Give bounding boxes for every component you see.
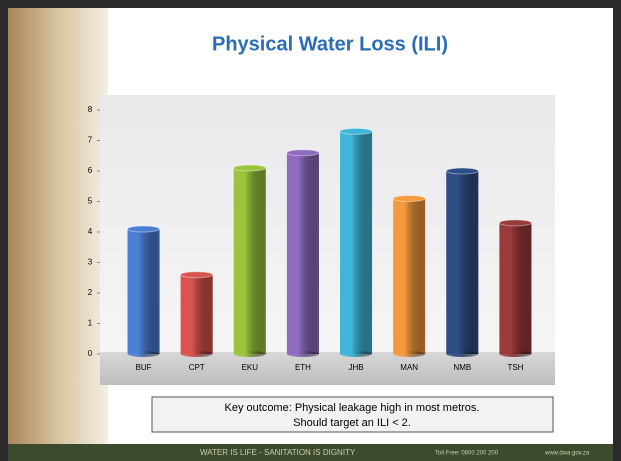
footer-phone: Toll Free: 0800 200 200 xyxy=(435,451,499,457)
bar-top xyxy=(286,149,320,157)
chart-title: Physical Water Loss (ILI) xyxy=(212,33,448,55)
bar-bottom xyxy=(393,351,426,357)
wall-image xyxy=(8,8,108,444)
x-tick-label: TSH xyxy=(507,363,523,372)
bar-top xyxy=(392,194,426,202)
y-tick-label: 8 xyxy=(88,105,93,114)
bar-top xyxy=(233,164,267,172)
footer-bar xyxy=(8,444,613,461)
bar-top xyxy=(127,225,161,233)
x-tick-label: NMB xyxy=(453,363,471,372)
bar-bottom xyxy=(499,351,532,357)
bar-bottom xyxy=(340,351,373,357)
bar xyxy=(180,274,213,354)
x-tick-label: ETH xyxy=(295,363,311,372)
y-tick-label: 6 xyxy=(88,166,93,175)
x-tick-label: MAN xyxy=(400,363,418,372)
callout-box xyxy=(151,396,554,433)
bar-top xyxy=(339,127,373,135)
y-tick-label: 2 xyxy=(88,288,93,297)
footer-slogan: WATER IS LIFE - SANITATION IS DIGNITY xyxy=(200,448,356,457)
y-tick-label: 0 xyxy=(88,349,93,358)
x-tick-label: EKU xyxy=(242,363,259,372)
footer-web: www.dwa.gov.za xyxy=(544,451,590,457)
floor xyxy=(100,352,555,385)
callout-line: Should target an ILI < 2. xyxy=(293,417,411,429)
bar xyxy=(393,198,426,354)
bar xyxy=(286,152,319,354)
x-tick-label: BUF xyxy=(136,363,152,372)
bar-top xyxy=(445,167,479,175)
x-tick-label: JHB xyxy=(349,363,364,372)
bar xyxy=(446,171,479,354)
bar xyxy=(127,228,160,354)
bar-top xyxy=(498,219,532,227)
y-tick-label: 5 xyxy=(88,197,93,206)
bar-bottom xyxy=(233,351,266,357)
bar-bottom xyxy=(446,351,479,357)
bar xyxy=(340,131,373,354)
x-tick-label: CPT xyxy=(189,363,205,372)
bar-bottom xyxy=(180,351,213,357)
plot-panel xyxy=(100,95,555,385)
callout-line: Key outcome: Physical leakage high in mo… xyxy=(225,402,480,414)
bar-bottom xyxy=(286,351,319,357)
bar xyxy=(499,222,532,354)
y-tick-label: 7 xyxy=(88,136,93,145)
bar-bottom xyxy=(127,351,160,357)
y-tick-label: 3 xyxy=(88,258,93,267)
bar-top xyxy=(180,271,214,279)
bar xyxy=(233,167,266,354)
y-tick-label: 1 xyxy=(88,319,93,328)
y-tick-label: 4 xyxy=(88,227,93,236)
